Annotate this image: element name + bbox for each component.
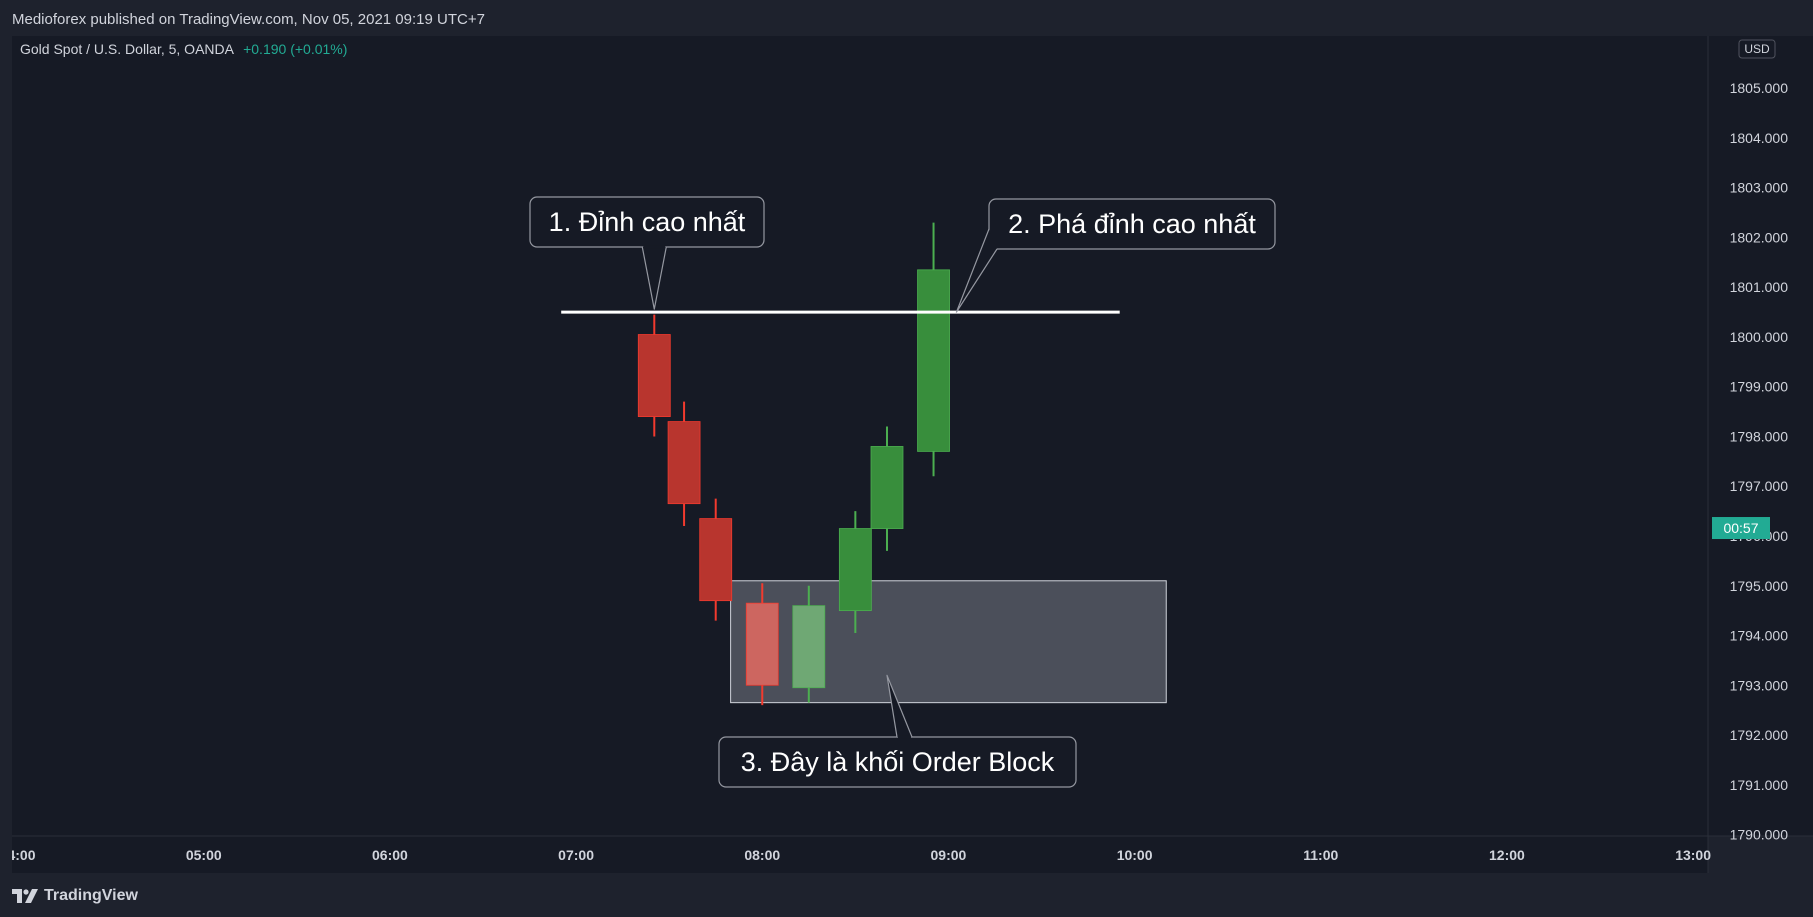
legend-symbol: Gold Spot / U.S. Dollar, 5, OANDA +0.190…	[20, 41, 347, 57]
price-tags-layer: USD 00:57	[1712, 39, 1776, 540]
y-tick-label: 1794.000	[1730, 628, 1789, 644]
y-tick-label: 1793.000	[1730, 677, 1789, 693]
x-tick-label: 06:00	[372, 847, 408, 863]
callout-pointer	[955, 228, 998, 313]
tradingview-logo-icon	[12, 889, 38, 903]
candle[interactable]	[745, 583, 779, 706]
y-tick-label: 1799.000	[1730, 379, 1789, 395]
callout-pointer	[641, 246, 667, 310]
currency-label: USD	[1744, 42, 1770, 56]
callout-annotation[interactable]: 1. Đỉnh cao nhất	[529, 196, 765, 310]
callout-text: 1. Đỉnh cao nhất	[549, 207, 746, 237]
publisher-text: Medioforex published on TradingView.com,…	[12, 11, 485, 28]
tradingview-brand[interactable]: TradingView	[12, 887, 138, 905]
y-tick-label: 1801.000	[1730, 279, 1789, 295]
countdown-text: 00:57	[1723, 520, 1758, 536]
callout-text: 3. Đây là khối Order Block	[741, 747, 1055, 777]
candle[interactable]	[699, 498, 733, 621]
callout-text: 2. Phá đỉnh cao nhất	[1008, 209, 1256, 239]
callout-box	[988, 198, 1276, 250]
candle[interactable]	[667, 401, 701, 527]
plot-pane[interactable]	[12, 36, 1708, 836]
candle[interactable]	[637, 314, 671, 437]
x-tick-label: 07:00	[558, 847, 594, 863]
footer-bar: TradingView	[0, 873, 1813, 917]
candle[interactable]	[870, 426, 904, 551]
x-tick-label: 08:00	[744, 847, 780, 863]
candles-layer	[637, 222, 950, 706]
y-tick-label: 1791.000	[1730, 777, 1789, 793]
chart-canvas[interactable]: 1790.000 1791.000 1792.000 1793.000 1794.000…	[0, 36, 1813, 873]
y-tick-label: 1792.000	[1730, 727, 1789, 743]
candle-body	[792, 605, 826, 689]
y-tick-label: 1795.000	[1730, 578, 1789, 594]
candle[interactable]	[917, 222, 950, 477]
callout-annotation[interactable]: 2. Phá đỉnh cao nhất	[955, 198, 1276, 313]
chart-frame[interactable]: 1790.000 1791.000 1792.000 1793.000 1794.000…	[0, 36, 1813, 873]
y-tick-label: 1800.000	[1730, 329, 1789, 345]
candle-body	[699, 518, 733, 602]
y-tick-label: 1805.000	[1730, 80, 1789, 96]
annotations-layer: 1. Đỉnh cao nhất 2. Phá đỉnh cao nhất 3. Đ…	[529, 196, 1276, 788]
candle[interactable]	[792, 585, 826, 703]
x-tick-label: 09:00	[931, 847, 967, 863]
x-tick-label: 13:00	[1675, 847, 1711, 863]
candle-body	[667, 421, 701, 505]
callout-pointer	[886, 674, 913, 738]
currency-badge[interactable]: USD	[1738, 39, 1776, 59]
callout-annotation[interactable]: 3. Đây là khối Order Block	[718, 674, 1077, 788]
candle-body	[917, 269, 950, 452]
candle-body	[870, 446, 904, 529]
price-axis-ticks: 1790.000 1791.000 1792.000 1793.000 1794.000…	[1730, 80, 1789, 842]
y-tick-label: 1790.000	[1730, 827, 1789, 843]
y-tick-label: 1798.000	[1730, 428, 1789, 444]
legend-change: +0.190 (+0.01%)	[243, 41, 347, 57]
brand-label: TradingView	[44, 887, 138, 904]
countdown-tag: 00:57	[1712, 517, 1770, 540]
time-axis-ticks: 04:00 05:00 06:00 07:00 08:00 09:00 10:00 11:00…	[0, 847, 1711, 863]
x-tick-label: 05:00	[186, 847, 222, 863]
time-axis[interactable]	[12, 836, 1708, 873]
candle-body	[637, 334, 671, 417]
x-tick-label: 12:00	[1489, 847, 1525, 863]
price-axis[interactable]	[1708, 36, 1813, 836]
candle-body	[745, 602, 779, 686]
candle[interactable]	[838, 511, 872, 634]
x-tick-label: 04:00	[12, 847, 36, 863]
candle-body	[838, 528, 872, 612]
y-tick-label: 1803.000	[1730, 180, 1789, 196]
y-tick-label: 1797.000	[1730, 478, 1789, 494]
currency-badge-box	[1738, 39, 1776, 59]
x-tick-label: 11:00	[1303, 847, 1338, 863]
publisher-bar: Medioforex published on TradingView.com,…	[0, 0, 1813, 36]
countdown-box	[1712, 517, 1770, 540]
y-tick-label: 1804.000	[1730, 130, 1789, 146]
y-tick-label: 1802.000	[1730, 229, 1789, 245]
x-tick-label: 10:00	[1117, 847, 1153, 863]
